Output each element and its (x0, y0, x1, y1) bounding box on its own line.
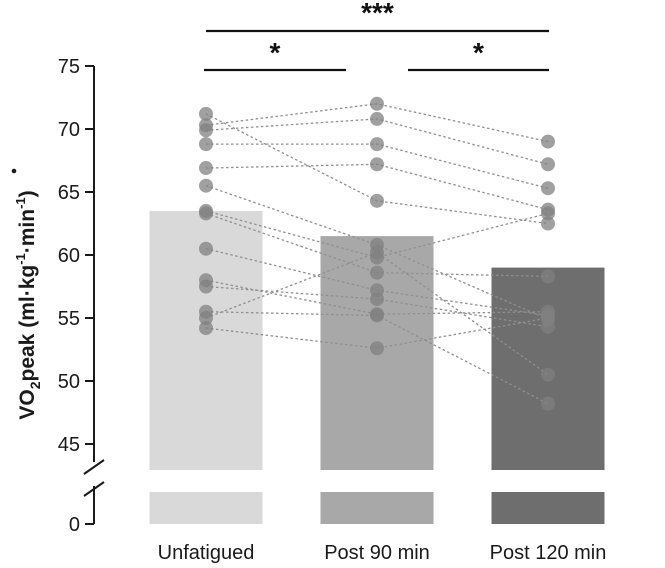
subject-points (199, 96, 555, 411)
subject-point-6-1 (199, 178, 213, 193)
x-tick-labels: Unfatigued Post 90 min Post 120 min (158, 542, 607, 564)
subject-point-1-1 (199, 106, 213, 121)
bar-base-2 (320, 492, 434, 524)
y-tick-label-50: 50 (58, 371, 80, 393)
subject-point-7-3 (541, 206, 555, 221)
significance-annotations: **** * (204, 0, 549, 72)
y-tick-label-45: 45 (58, 434, 80, 456)
y-axis: 45 50 55 60 65 70 75 0 (58, 56, 105, 536)
subject-point-14-2 (370, 341, 384, 356)
subject-point-12-3 (541, 396, 555, 411)
y-tick-label-65: 65 (58, 182, 80, 204)
subject-point-1-3 (541, 216, 555, 231)
subject-point-3-3 (541, 157, 555, 172)
significance-label-1: *** (361, 0, 394, 28)
significance-label-2: * (270, 37, 281, 68)
subject-point-8-3 (541, 269, 555, 284)
subject-point-13-1 (199, 311, 213, 325)
significance-label-3: * (473, 37, 484, 68)
bar-base-3 (491, 492, 605, 524)
subject-point-11-2 (370, 292, 384, 307)
y-tick-label-70: 70 (58, 119, 80, 141)
subject-point-4-1 (199, 137, 213, 152)
subject-point-3-2 (370, 111, 384, 126)
subject-point-2-2 (370, 96, 384, 111)
subject-point-3-1 (199, 123, 213, 138)
subject-point-5-2 (370, 157, 384, 172)
subject-point-1-2 (370, 193, 384, 208)
bar-base-1 (149, 492, 263, 524)
ylabel-dot (11, 168, 17, 174)
subject-point-14-1 (199, 321, 213, 336)
y-tick-label-0: 0 (69, 514, 80, 536)
subject-point-4-3 (541, 181, 555, 196)
ylabel-v: V (16, 406, 39, 420)
subject-point-8-1 (199, 206, 213, 221)
subject-point-12-2 (370, 308, 384, 323)
subject-point-8-2 (370, 265, 384, 280)
x-tick-label-1: Unfatigued (158, 542, 255, 564)
subject-point-13-3 (541, 367, 555, 382)
subject-line-13 (205, 251, 549, 376)
y-tick-label-75: 75 (58, 56, 80, 78)
subject-point-5-1 (199, 161, 213, 176)
y-tick-label-55: 55 (58, 308, 80, 330)
subject-point-14-3 (541, 311, 555, 325)
y-tick-label-60: 60 (58, 245, 80, 267)
subject-point-13-2 (370, 245, 384, 260)
y-axis-label: VO2peak (ml·kg-1·min-1) (13, 190, 43, 419)
subject-point-2-3 (541, 134, 555, 149)
subject-point-9-1 (199, 241, 213, 256)
x-tick-label-3: Post 120 min (490, 542, 607, 564)
axis-break-mark-upper (83, 459, 105, 475)
x-tick-label-2: Post 90 min (324, 542, 430, 564)
subject-point-4-2 (370, 137, 384, 152)
subject-point-11-1 (199, 279, 213, 294)
